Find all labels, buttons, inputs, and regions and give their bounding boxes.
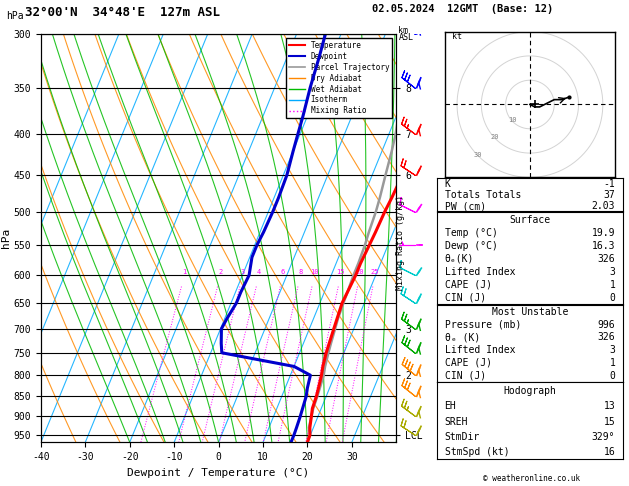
Text: 02.05.2024  12GMT  (Base: 12): 02.05.2024 12GMT (Base: 12) bbox=[372, 4, 553, 14]
Text: Hodograph: Hodograph bbox=[503, 386, 557, 396]
Text: 326: 326 bbox=[598, 332, 615, 342]
Text: 16: 16 bbox=[604, 447, 615, 457]
Text: Lifted Index: Lifted Index bbox=[445, 267, 515, 277]
Text: CAPE (J): CAPE (J) bbox=[445, 280, 492, 290]
Text: 2.03: 2.03 bbox=[592, 202, 615, 211]
Text: PW (cm): PW (cm) bbox=[445, 202, 486, 211]
Text: 4: 4 bbox=[257, 269, 261, 275]
Text: SREH: SREH bbox=[445, 417, 468, 427]
Text: 16.3: 16.3 bbox=[592, 241, 615, 251]
Text: Surface: Surface bbox=[509, 214, 550, 225]
Text: 15: 15 bbox=[337, 269, 345, 275]
Text: K: K bbox=[445, 179, 450, 190]
Text: 30: 30 bbox=[473, 152, 482, 158]
Y-axis label: hPa: hPa bbox=[1, 228, 11, 248]
Text: CIN (J): CIN (J) bbox=[445, 371, 486, 381]
Text: ASL: ASL bbox=[399, 33, 413, 42]
Text: θₑ (K): θₑ (K) bbox=[445, 332, 480, 342]
Text: θₑ(K): θₑ(K) bbox=[445, 254, 474, 264]
Text: Temp (°C): Temp (°C) bbox=[445, 227, 498, 238]
Text: Most Unstable: Most Unstable bbox=[492, 307, 568, 317]
Text: 32°00'N  34°48'E  127m ASL: 32°00'N 34°48'E 127m ASL bbox=[25, 5, 220, 18]
Text: Dewp (°C): Dewp (°C) bbox=[445, 241, 498, 251]
Text: 3: 3 bbox=[610, 345, 615, 355]
Text: 15: 15 bbox=[604, 417, 615, 427]
Text: km: km bbox=[399, 26, 408, 35]
Text: 0: 0 bbox=[610, 371, 615, 381]
Text: Lifted Index: Lifted Index bbox=[445, 345, 515, 355]
Text: 20: 20 bbox=[491, 135, 499, 140]
Text: Totals Totals: Totals Totals bbox=[445, 191, 521, 200]
Text: 2: 2 bbox=[218, 269, 223, 275]
Text: 10: 10 bbox=[310, 269, 319, 275]
Text: 326: 326 bbox=[598, 254, 615, 264]
Text: 6: 6 bbox=[281, 269, 285, 275]
Text: CAPE (J): CAPE (J) bbox=[445, 358, 492, 368]
Text: 1: 1 bbox=[182, 269, 187, 275]
Text: kt: kt bbox=[452, 32, 462, 41]
Text: 19.9: 19.9 bbox=[592, 227, 615, 238]
Text: 3: 3 bbox=[610, 267, 615, 277]
X-axis label: Dewpoint / Temperature (°C): Dewpoint / Temperature (°C) bbox=[128, 468, 309, 478]
Text: 13: 13 bbox=[604, 401, 615, 411]
Text: 996: 996 bbox=[598, 320, 615, 330]
Legend: Temperature, Dewpoint, Parcel Trajectory, Dry Adiabat, Wet Adiabat, Isotherm, Mi: Temperature, Dewpoint, Parcel Trajectory… bbox=[286, 38, 392, 119]
Text: StmSpd (kt): StmSpd (kt) bbox=[445, 447, 509, 457]
Text: 20: 20 bbox=[355, 269, 364, 275]
Text: Pressure (mb): Pressure (mb) bbox=[445, 320, 521, 330]
Text: 25: 25 bbox=[371, 269, 379, 275]
Text: 8: 8 bbox=[298, 269, 303, 275]
Text: CIN (J): CIN (J) bbox=[445, 293, 486, 303]
Text: StmDir: StmDir bbox=[445, 432, 480, 442]
Text: Mixing Ratio (g/kg): Mixing Ratio (g/kg) bbox=[396, 195, 405, 291]
Text: © weatheronline.co.uk: © weatheronline.co.uk bbox=[483, 474, 580, 483]
Text: 10: 10 bbox=[508, 117, 516, 123]
Text: 1: 1 bbox=[610, 280, 615, 290]
Text: -1: -1 bbox=[604, 179, 615, 190]
Text: 37: 37 bbox=[604, 191, 615, 200]
Text: hPa: hPa bbox=[6, 12, 24, 21]
Text: 1: 1 bbox=[610, 358, 615, 368]
Text: 329°: 329° bbox=[592, 432, 615, 442]
Text: EH: EH bbox=[445, 401, 456, 411]
Text: 3: 3 bbox=[240, 269, 245, 275]
Text: 0: 0 bbox=[610, 293, 615, 303]
